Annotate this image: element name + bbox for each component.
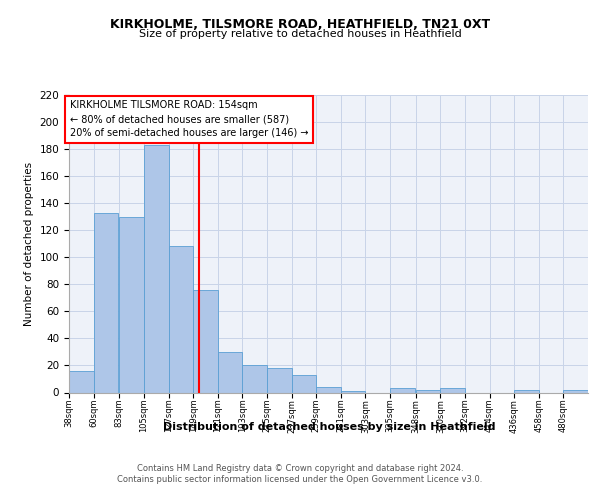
Bar: [193, 290, 218, 393]
Text: KIRKHOLME, TILSMORE ROAD, HEATHFIELD, TN21 0XT: KIRKHOLME, TILSMORE ROAD, HEATHFIELD, TN…: [110, 18, 490, 30]
Bar: [292, 375, 316, 392]
Y-axis label: Number of detached properties: Number of detached properties: [24, 162, 34, 326]
Bar: [94, 212, 118, 392]
Bar: [514, 390, 539, 392]
Text: KIRKHOLME TILSMORE ROAD: 154sqm
← 80% of detached houses are smaller (587)
20% o: KIRKHOLME TILSMORE ROAD: 154sqm ← 80% of…: [70, 100, 308, 138]
Bar: [341, 391, 365, 392]
Bar: [267, 368, 292, 392]
Bar: [416, 390, 440, 392]
Bar: [316, 387, 341, 392]
Bar: [69, 371, 94, 392]
Bar: [390, 388, 415, 392]
Bar: [440, 388, 465, 392]
Bar: [144, 145, 169, 392]
Text: Contains public sector information licensed under the Open Government Licence v3: Contains public sector information licen…: [118, 475, 482, 484]
Bar: [218, 352, 242, 393]
Text: Contains HM Land Registry data © Crown copyright and database right 2024.: Contains HM Land Registry data © Crown c…: [137, 464, 463, 473]
Bar: [119, 216, 144, 392]
Bar: [563, 390, 588, 392]
Bar: [242, 366, 267, 392]
Text: Distribution of detached houses by size in Heathfield: Distribution of detached houses by size …: [163, 422, 495, 432]
Text: Size of property relative to detached houses in Heathfield: Size of property relative to detached ho…: [139, 29, 461, 39]
Bar: [169, 246, 193, 392]
